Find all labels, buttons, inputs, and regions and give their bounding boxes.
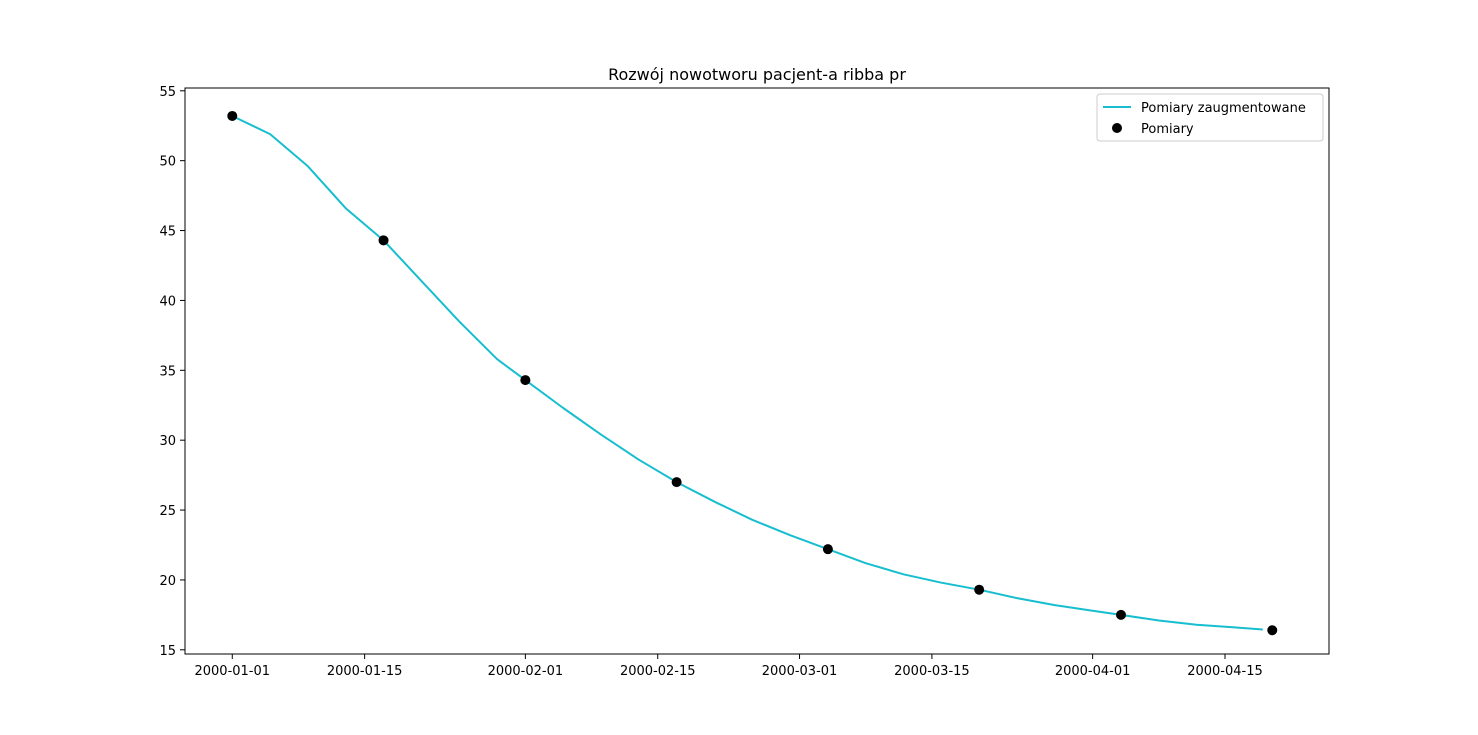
legend-box xyxy=(1096,93,1324,142)
y-tick-label: 15 xyxy=(159,644,176,659)
data-point xyxy=(974,584,985,595)
y-tick-label: 35 xyxy=(159,364,176,379)
y-tick-label: 30 xyxy=(159,434,176,449)
y-tick-label: 45 xyxy=(159,225,176,240)
x-tick-label: 2000-03-01 xyxy=(762,664,838,679)
y-axis: 15 20 25 30 35 40 45 50 55 xyxy=(159,85,185,659)
x-tick-label: 2000-04-15 xyxy=(1187,664,1263,679)
series-layer xyxy=(227,110,1278,636)
legend: Pomiary zaugmentowane Pomiary xyxy=(1096,93,1324,142)
legend-marker-swatch xyxy=(1112,123,1122,133)
data-point xyxy=(520,375,531,386)
series-line-pomiary-zaugmentowane xyxy=(231,115,1263,631)
x-tick-label: 2000-02-01 xyxy=(488,664,564,679)
data-point xyxy=(671,477,682,488)
data-point xyxy=(1116,609,1126,620)
x-tick-label: 2000-04-01 xyxy=(1055,664,1131,679)
chart-title: Rozwój nowotworu pacjent-a ribba pr xyxy=(608,65,906,84)
y-tick-label: 50 xyxy=(159,155,176,170)
y-tick-label: 40 xyxy=(159,294,176,309)
y-tick-label: 55 xyxy=(159,85,176,100)
data-point xyxy=(822,544,833,555)
x-tick-label: 2000-03-15 xyxy=(894,664,970,679)
legend-label: Pomiary xyxy=(1141,122,1194,137)
y-tick-label: 20 xyxy=(159,574,176,589)
data-point xyxy=(1267,625,1278,636)
x-tick-label: 2000-02-15 xyxy=(620,664,696,679)
x-axis: 2000-01-01 2000-01-15 2000-02-01 2000-02-15… xyxy=(194,654,1263,679)
data-point xyxy=(378,235,389,246)
plot-area xyxy=(184,87,1330,655)
y-tick-label: 25 xyxy=(159,504,176,519)
x-tick-label: 2000-01-15 xyxy=(327,664,403,679)
plot-frame xyxy=(184,87,1330,655)
legend-label: Pomiary zaugmentowane xyxy=(1141,101,1306,116)
x-tick-label: 2000-01-01 xyxy=(194,664,270,679)
data-point xyxy=(227,110,238,121)
